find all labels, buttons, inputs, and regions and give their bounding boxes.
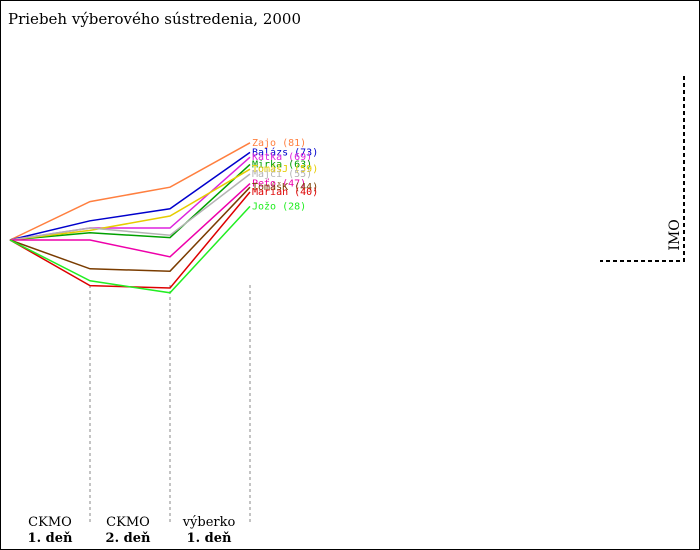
stage-guides xyxy=(89,285,251,522)
series-line-5 xyxy=(9,173,251,241)
series-line-1 xyxy=(9,151,251,241)
series-label-2: Katka (69) xyxy=(252,152,312,163)
chart-title: Priebeh výberového sústredenia, 2000 xyxy=(8,10,302,28)
series-label-3: Mirka (63) xyxy=(252,159,312,170)
stage-label-1: CKMO xyxy=(28,515,72,530)
series-label-8: Marian (40) xyxy=(252,187,318,198)
stage-day-3: 1. deň xyxy=(187,531,232,546)
stage-label-2: CKMO xyxy=(106,515,150,530)
series-line-3 xyxy=(9,163,251,241)
series-label-0: Zajo (81) xyxy=(252,138,306,149)
series-labels: Zajo (81)Balázs (73)Katka (69)Mirka (63)… xyxy=(252,138,318,213)
imo-bracket xyxy=(600,76,685,262)
imo-label: IMO xyxy=(667,219,683,250)
stage-label-3: výberko xyxy=(182,515,236,530)
series-line-9 xyxy=(9,205,251,294)
series-label-1: Balázs (73) xyxy=(252,146,318,158)
series-label-6: Peťo (47) xyxy=(252,178,306,190)
series-line-4 xyxy=(9,168,251,241)
series-line-6 xyxy=(10,183,251,258)
series-lines xyxy=(9,142,251,294)
series-label-7: TomášK (44) xyxy=(252,181,318,193)
stage-day-2: 2. deň xyxy=(106,531,151,546)
series-label-5: Majči (55) xyxy=(252,168,312,180)
series-label-9: Jožo (28) xyxy=(252,200,306,212)
series-line-7 xyxy=(9,186,251,272)
series-line-0 xyxy=(9,142,251,241)
stage-day-1: 1. deň xyxy=(28,531,73,546)
imo-threshold: IMO xyxy=(600,76,685,262)
series-label-4: TomášJ (59) xyxy=(252,163,318,175)
series-line-2 xyxy=(9,156,251,241)
